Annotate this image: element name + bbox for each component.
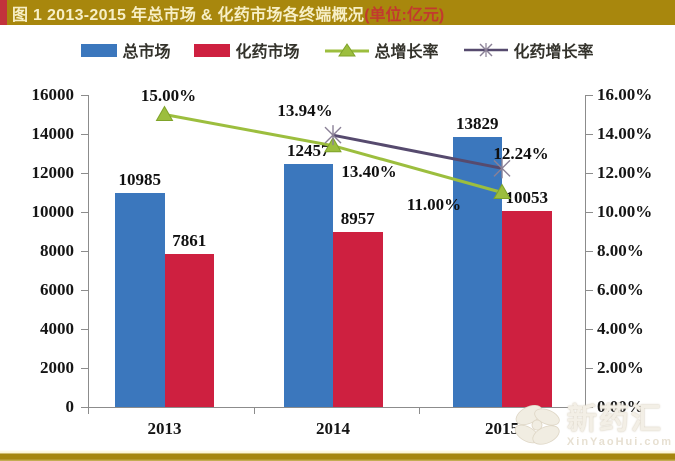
bar-total-market (452, 137, 502, 407)
left-axis-tick-mark (81, 251, 88, 252)
legend-item-chem-growth: 化药增长率 (463, 38, 594, 62)
right-axis-tick-mark (586, 212, 593, 213)
bar-chem-market (502, 210, 552, 407)
right-axis-tick-label: 16.00% (597, 85, 653, 104)
right-axis-tick-label: 14.00% (597, 124, 653, 143)
chart-legend: 总市场 化药市场 总增长率 化药增长率 (0, 36, 675, 64)
left-axis-line (88, 95, 89, 407)
right-axis-tick-label: 8.00% (597, 241, 644, 260)
left-axis-tick-label: 4000 (40, 319, 74, 338)
bar-chem-market (333, 232, 383, 407)
bottom-gold-bar (0, 450, 675, 461)
left-axis-tick-mark (81, 212, 88, 213)
left-axis-tick-label: 12000 (31, 163, 75, 182)
right-axis-tick-mark (586, 368, 593, 369)
left-axis-tick-label: 6000 (40, 280, 74, 299)
growth-rate-label: 15.00% (140, 85, 197, 105)
right-axis-tick-mark (586, 173, 593, 174)
bar-value-label: 7861 (172, 230, 207, 250)
growth-rate-label: 13.40% (341, 161, 397, 181)
legend-label: 化药增长率 (513, 44, 594, 61)
growth-rate-label: 11.00% (406, 194, 462, 214)
left-axis-tick-mark (81, 134, 88, 135)
title-bar: 图 1 2013-2015 年总市场 & 化药市场各终端概况 (单位:亿元) (0, 0, 675, 25)
left-axis-tick-mark (81, 329, 88, 330)
x-axis-tick-mark (585, 408, 586, 414)
right-axis-tick-label: 2.00% (597, 358, 644, 377)
bottom-axis-line (88, 407, 586, 408)
legend-label: 化药市场 (235, 44, 300, 61)
watermark-brand: 新药汇 (566, 402, 663, 436)
bar-value-label: 10985 (118, 169, 162, 189)
watermark-domain: XinYaoHui.com (566, 435, 673, 448)
bar-value-label: 12457 (287, 141, 330, 161)
growth-rate-label: 13.94% (277, 101, 333, 121)
right-axis-tick-label: 0.00% (597, 397, 644, 416)
legend-swatch-red (194, 43, 231, 57)
bar-value-label: 8957 (340, 209, 375, 229)
legend-swatch-blue (81, 43, 118, 57)
legend-line-triangle-icon (324, 43, 369, 57)
right-axis-line (585, 95, 586, 407)
legend-item-chem-market: 化药市场 (194, 38, 300, 62)
left-axis-tick-mark (81, 407, 88, 408)
right-axis-tick-label: 6.00% (597, 280, 644, 299)
left-axis-tick-mark (81, 173, 88, 174)
xinyaohui-logo-icon (514, 404, 560, 445)
growth-rate-label: 12.24% (493, 144, 549, 164)
x-axis-tick-mark (88, 408, 89, 414)
x-axis-label: 2014 (316, 419, 350, 438)
x-axis-tick-mark (253, 408, 255, 414)
right-axis-tick-mark (586, 407, 593, 408)
right-axis-tick-mark (586, 290, 593, 291)
x-axis-tick-mark (419, 408, 421, 414)
watermark: 新药汇 XinYaoHui.com (509, 401, 673, 451)
left-axis-tick-label: 0 (65, 397, 75, 416)
legend-line-x-icon (463, 43, 508, 57)
left-axis-tick-mark (81, 368, 88, 369)
right-axis-tick-mark (586, 134, 593, 135)
triangle-marker-icon (155, 105, 174, 121)
bar-value-label: 13829 (456, 114, 499, 134)
figure-title-unit: (单位:亿元) (364, 6, 445, 24)
bar-value-label: 10053 (505, 187, 549, 207)
right-axis-tick-label: 4.00% (597, 319, 644, 338)
left-axis-tick-mark (81, 290, 88, 291)
left-axis-tick-label: 16000 (31, 85, 75, 104)
x-axis-label: 2013 (147, 419, 182, 438)
left-axis-tick-label: 8000 (40, 241, 74, 260)
bar-total-market (283, 164, 333, 407)
right-axis-tick-mark (586, 251, 593, 252)
right-axis-tick-mark (586, 329, 593, 330)
figure-title: 图 1 2013-2015 年总市场 & 化药市场各终端概况 (12, 6, 365, 24)
title-accent-bar (0, 0, 7, 25)
legend-item-total-growth: 总增长率 (324, 38, 439, 62)
right-axis-tick-label: 10.00% (597, 202, 653, 221)
right-axis-tick-mark (586, 95, 593, 96)
left-axis-tick-label: 2000 (40, 358, 74, 377)
legend-label: 总增长率 (374, 44, 439, 61)
legend-item-total-market: 总市场 (81, 38, 170, 62)
left-axis-tick-label: 10000 (31, 202, 75, 221)
x-axis-label: 2015 (485, 419, 519, 438)
left-axis-tick-mark (81, 95, 88, 96)
bar-chem-market (164, 253, 214, 407)
left-axis-tick-label: 14000 (31, 124, 75, 143)
growth-line (164, 113, 503, 194)
bar-total-market (115, 192, 165, 407)
legend-label: 总市场 (122, 44, 171, 61)
right-axis-tick-label: 12.00% (597, 163, 653, 182)
